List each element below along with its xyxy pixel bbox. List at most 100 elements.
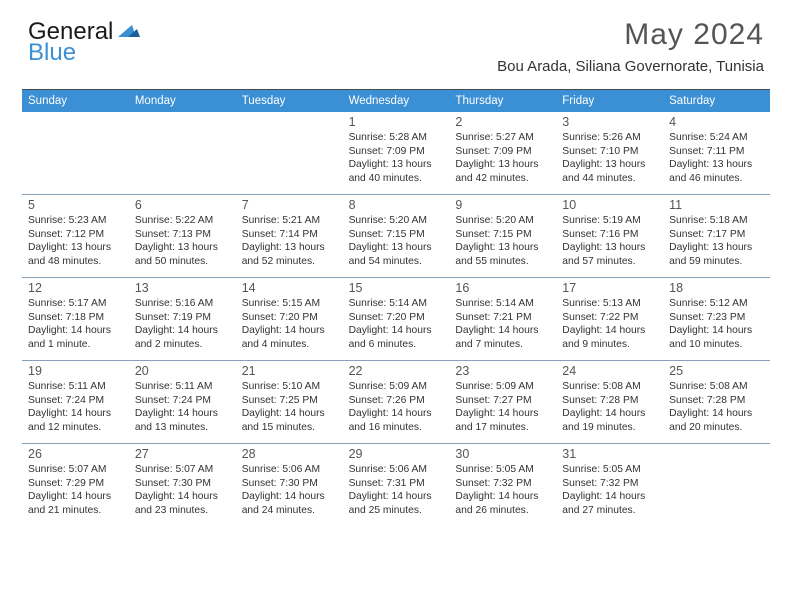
day-number: 28 xyxy=(242,447,337,461)
sunset-line: Sunset: 7:21 PM xyxy=(455,311,550,325)
sunset-line: Sunset: 7:20 PM xyxy=(349,311,444,325)
weekday-header-row: SundayMondayTuesdayWednesdayThursdayFrid… xyxy=(22,90,770,112)
sunset-line: Sunset: 7:28 PM xyxy=(669,394,764,408)
day-number: 1 xyxy=(349,115,444,129)
calendar-day-cell: 2Sunrise: 5:27 AMSunset: 7:09 PMDaylight… xyxy=(449,112,556,194)
sunrise-line: Sunrise: 5:21 AM xyxy=(242,214,337,228)
weekday-header: Monday xyxy=(129,90,236,112)
day-number: 15 xyxy=(349,281,444,295)
calendar-day-cell: 4Sunrise: 5:24 AMSunset: 7:11 PMDaylight… xyxy=(663,112,770,194)
daylight-line: Daylight: 13 hours and 54 minutes. xyxy=(349,241,444,268)
header: General Blue May 2024 Bou Arada, Siliana… xyxy=(0,0,792,81)
calendar-day-cell: 20Sunrise: 5:11 AMSunset: 7:24 PMDayligh… xyxy=(129,361,236,443)
sunrise-line: Sunrise: 5:08 AM xyxy=(562,380,657,394)
daylight-line: Daylight: 14 hours and 4 minutes. xyxy=(242,324,337,351)
daylight-line: Daylight: 14 hours and 16 minutes. xyxy=(349,407,444,434)
sunset-line: Sunset: 7:32 PM xyxy=(562,477,657,491)
sunrise-line: Sunrise: 5:18 AM xyxy=(669,214,764,228)
day-number: 29 xyxy=(349,447,444,461)
calendar-day-cell: 14Sunrise: 5:15 AMSunset: 7:20 PMDayligh… xyxy=(236,278,343,360)
calendar-week-row: 26 Sunrise: 5:07 AMSunset: 7:29 PM Dayligh… xyxy=(22,444,770,526)
daylight-line: Daylight: 14 hours and 26 minutes. xyxy=(455,490,550,517)
day-number: 31 xyxy=(562,447,657,461)
weekday-header: Thursday xyxy=(449,90,556,112)
weekday-header: Tuesday xyxy=(236,90,343,112)
sunrise-line: Sunrise: 5:17 AM xyxy=(28,297,123,311)
calendar-day-cell: 9Sunrise: 5:20 AMSunset: 7:15 PMDaylight… xyxy=(449,195,556,277)
calendar-day-cell: 8Sunrise: 5:20 AMSunset: 7:15 PMDaylight… xyxy=(343,195,450,277)
sunset-line: Sunset: 7:25 PM xyxy=(242,394,337,408)
sunset-line: Sunset: 7:29 PM xyxy=(28,477,123,491)
sunset-line: Sunset: 7:18 PM xyxy=(28,311,123,325)
daylight-line: Daylight: 13 hours and 50 minutes. xyxy=(135,241,230,268)
daylight-line: Daylight: 14 hours and 24 minutes. xyxy=(242,490,337,517)
sunrise-line: Sunrise: 5:27 AM xyxy=(455,131,550,145)
daylight-line: Daylight: 14 hours and 9 minutes. xyxy=(562,324,657,351)
month-title: May 2024 xyxy=(497,18,764,52)
sunrise-line: Sunrise: 5:19 AM xyxy=(562,214,657,228)
brand-logo: General Blue xyxy=(28,18,140,60)
daylight-line: Daylight: 14 hours and 6 minutes. xyxy=(349,324,444,351)
daylight-line: Daylight: 14 hours and 19 minutes. xyxy=(562,407,657,434)
weekday-header: Sunday xyxy=(22,90,129,112)
day-number: 11 xyxy=(669,198,764,212)
day-number: 18 xyxy=(669,281,764,295)
sunset-line: Sunset: 7:24 PM xyxy=(135,394,230,408)
daylight-line: Daylight: 13 hours and 57 minutes. xyxy=(562,241,657,268)
daylight-line: Daylight: 13 hours and 46 minutes. xyxy=(669,158,764,185)
sunrise-line: Sunrise: 5:28 AM xyxy=(349,131,444,145)
brand-name-b: Blue xyxy=(28,39,76,66)
sunset-line: Sunset: 7:22 PM xyxy=(562,311,657,325)
sunset-line: Sunset: 7:28 PM xyxy=(562,394,657,408)
sunrise-line: Sunrise: 5:14 AM xyxy=(349,297,444,311)
day-number: 22 xyxy=(349,364,444,378)
day-number: 26 xyxy=(28,447,123,461)
daylight-line: Daylight: 14 hours and 15 minutes. xyxy=(242,407,337,434)
day-number: 5 xyxy=(28,198,123,212)
daylight-line: Daylight: 14 hours and 2 minutes. xyxy=(135,324,230,351)
daylight-line: Daylight: 14 hours and 7 minutes. xyxy=(455,324,550,351)
sunrise-line: Sunrise: 5:10 AM xyxy=(242,380,337,394)
calendar-day-cell: 10Sunrise: 5:19 AMSunset: 7:16 PMDayligh… xyxy=(556,195,663,277)
daylight-line: Daylight: 13 hours and 55 minutes. xyxy=(455,241,550,268)
calendar-empty-cell xyxy=(129,112,236,194)
calendar-day-cell: 27Sunrise: 5:07 AMSunset: 7:30 PMDayligh… xyxy=(129,444,236,526)
day-number: 8 xyxy=(349,198,444,212)
sunrise-line: Sunrise: 5:13 AM xyxy=(562,297,657,311)
location-label: Bou Arada, Siliana Governorate, Tunisia xyxy=(497,58,764,75)
sunrise-line: Sunrise: 5:09 AM xyxy=(349,380,444,394)
weekday-header: Friday xyxy=(556,90,663,112)
day-number: 30 xyxy=(455,447,550,461)
sunset-line: Sunset: 7:27 PM xyxy=(455,394,550,408)
daylight-line: Daylight: 14 hours and 1 minute. xyxy=(28,324,123,351)
brand-mark-icon xyxy=(118,21,140,39)
calendar-day-cell: 3Sunrise: 5:26 AMSunset: 7:10 PMDaylight… xyxy=(556,112,663,194)
day-number: 7 xyxy=(242,198,337,212)
day-number: 10 xyxy=(562,198,657,212)
sunset-line: Sunset: 7:24 PM xyxy=(28,394,123,408)
sunset-line: Sunset: 7:13 PM xyxy=(135,228,230,242)
sunrise-line: Sunrise: 5:23 AM xyxy=(28,214,123,228)
calendar-day-cell: 12Sunrise: 5:17 AMSunset: 7:18 PMDayligh… xyxy=(22,278,129,360)
calendar-day-cell: 30Sunrise: 5:05 AMSunset: 7:32 PMDayligh… xyxy=(449,444,556,526)
sunset-line: Sunset: 7:15 PM xyxy=(455,228,550,242)
sunrise-line: Sunrise: 5:15 AM xyxy=(242,297,337,311)
sunrise-line: Sunrise: 5:22 AM xyxy=(135,214,230,228)
calendar-day-cell: 26Sunrise: 5:07 AMSunset: 7:29 PMDayligh… xyxy=(22,444,129,526)
sunset-line: Sunset: 7:19 PM xyxy=(135,311,230,325)
calendar-week-row: 12Sunrise: 5:17 AMSunset: 7:18 PMDayligh… xyxy=(22,278,770,361)
day-number: 2 xyxy=(455,115,550,129)
sunrise-line: Sunrise: 5:11 AM xyxy=(135,380,230,394)
sunset-line: Sunset: 7:31 PM xyxy=(349,477,444,491)
day-number: 24 xyxy=(562,364,657,378)
sunset-line: Sunset: 7:09 PM xyxy=(455,145,550,159)
day-number: 21 xyxy=(242,364,337,378)
daylight-line: Daylight: 13 hours and 40 minutes. xyxy=(349,158,444,185)
calendar-empty-cell xyxy=(663,444,770,526)
sunrise-line: Sunrise: 5:26 AM xyxy=(562,131,657,145)
sunrise-line: Sunrise: 5:07 AM xyxy=(28,463,123,477)
calendar-week-row: 19Sunrise: 5:11 AMSunset: 7:24 PMDayligh… xyxy=(22,361,770,444)
sunrise-line: Sunrise: 5:24 AM xyxy=(669,131,764,145)
calendar-day-cell: 31Sunrise: 5:05 AMSunset: 7:32 PMDayligh… xyxy=(556,444,663,526)
sunrise-line: Sunrise: 5:20 AM xyxy=(349,214,444,228)
